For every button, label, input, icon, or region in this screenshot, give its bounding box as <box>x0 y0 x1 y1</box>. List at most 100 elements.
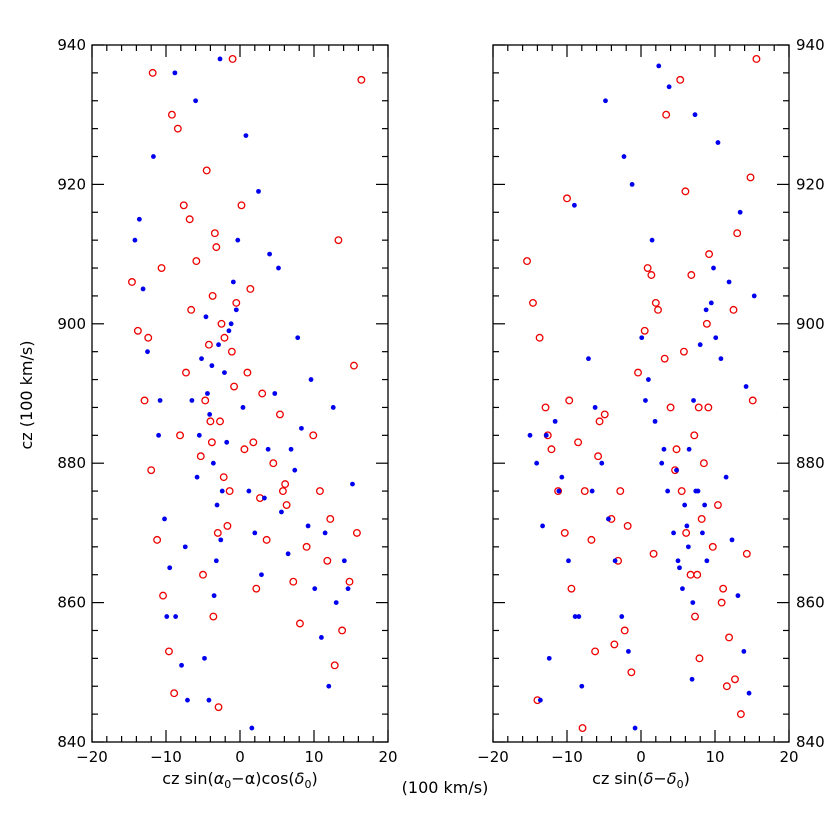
data-point-open-circle <box>209 612 218 621</box>
data-point-dot <box>330 405 336 410</box>
data-point-open-circle <box>681 187 690 196</box>
data-point-dot <box>193 98 199 104</box>
panel-left-tick-labels: −20 −10 0 10 20 840 860 880 900 920 940 <box>57 36 397 766</box>
data-point-open-circle <box>729 305 738 314</box>
data-point-dot <box>199 356 204 362</box>
x-tick-label: −20 <box>76 748 108 766</box>
data-point-open-circle <box>223 521 232 530</box>
data-point-dot <box>285 551 291 557</box>
data-point-open-circle <box>352 528 361 537</box>
data-point-dot <box>202 655 207 661</box>
data-point-open-circle <box>666 403 675 412</box>
data-point-dot <box>690 600 696 605</box>
data-point-open-circle <box>620 626 629 635</box>
data-point-open-circle <box>148 68 157 77</box>
data-point-open-circle <box>725 633 734 642</box>
data-point-open-circle <box>634 368 642 377</box>
data-point-dot <box>295 335 301 341</box>
data-point-open-circle <box>616 487 625 496</box>
panel-left-ticks <box>91 44 389 743</box>
data-point-dot <box>692 112 698 118</box>
y-tick-label: 880 <box>796 454 825 472</box>
data-point-dot <box>350 481 355 487</box>
data-point-open-circle <box>535 333 544 342</box>
panel-right-frame <box>492 44 790 743</box>
data-point-open-circle <box>315 487 324 496</box>
data-point-open-circle <box>140 396 149 405</box>
data-point-dot <box>603 98 608 104</box>
data-point-open-circle <box>541 403 550 412</box>
series-red-open-circles <box>128 54 366 712</box>
data-point-open-circle <box>187 305 196 314</box>
data-point-dot <box>267 251 272 257</box>
data-point-dot <box>252 530 258 536</box>
data-point-dot <box>671 530 676 536</box>
data-point-open-circle <box>206 417 215 426</box>
data-point-dot <box>612 558 618 564</box>
data-point-open-circle <box>702 319 711 328</box>
data-point-dot <box>566 558 571 564</box>
data-point-open-circle <box>128 278 136 286</box>
data-point-dot <box>546 655 552 661</box>
data-point-open-circle <box>202 166 211 175</box>
data-point-open-circle <box>345 577 354 586</box>
data-point-open-circle <box>690 431 699 440</box>
data-point-dot <box>185 697 190 703</box>
data-point-open-circle <box>350 361 358 370</box>
data-point-dot <box>540 523 545 529</box>
data-point-dot <box>288 446 294 452</box>
data-point-open-circle <box>567 584 576 593</box>
data-point-open-circle <box>705 250 714 259</box>
data-point-open-circle <box>682 528 691 537</box>
data-point-open-circle <box>278 487 287 496</box>
data-point-open-circle <box>213 528 222 537</box>
data-point-open-circle <box>281 480 290 489</box>
data-point-open-circle <box>578 724 587 733</box>
data-point-dot <box>666 84 672 90</box>
data-point-dot <box>689 676 695 682</box>
data-point-open-circle <box>201 396 210 405</box>
data-point-dot <box>189 398 195 403</box>
data-point-dot <box>702 502 708 508</box>
data-point-open-circle <box>182 368 190 377</box>
data-point-open-circle <box>157 264 166 272</box>
data-point-open-circle <box>719 584 728 593</box>
data-point-dot <box>559 474 565 480</box>
data-point-dot <box>674 467 679 473</box>
data-point-dot <box>249 725 255 731</box>
data-point-dot <box>685 544 691 550</box>
y-tick-label: 900 <box>57 315 86 333</box>
data-point-dot <box>207 412 213 417</box>
data-point-dot <box>194 474 200 480</box>
data-point-dot <box>272 391 278 396</box>
data-point-dot <box>206 697 212 703</box>
data-point-open-circle <box>227 347 236 356</box>
y-tick-label: 840 <box>796 733 825 751</box>
y-tick-label: 860 <box>796 594 825 612</box>
y-axis-label: cz (100 km/s) <box>17 341 36 450</box>
data-point-dot <box>262 495 267 501</box>
data-point-dot <box>145 349 150 355</box>
data-point-dot <box>279 509 284 515</box>
data-point-dot <box>746 690 752 696</box>
data-point-open-circle <box>357 75 366 84</box>
data-point-dot <box>629 182 635 187</box>
data-point-open-circle <box>192 257 201 266</box>
y-tick-label: 840 <box>57 733 86 751</box>
data-point-dot <box>665 488 671 494</box>
x-tick-label: −20 <box>477 748 509 766</box>
data-point-dot <box>156 432 162 438</box>
data-point-dot <box>729 537 735 543</box>
data-point-open-circle <box>594 452 603 461</box>
x-tick-label: 10 <box>705 748 724 766</box>
data-point-open-circle <box>246 285 255 293</box>
data-point-dot <box>751 293 757 299</box>
panel-left: −20 −10 0 10 20 840 860 880 900 920 940 cz sin(α0−… <box>57 36 397 791</box>
data-point-open-circle <box>220 333 229 342</box>
data-point-open-circle <box>217 319 226 328</box>
data-point-dot <box>697 342 703 348</box>
data-point-dot <box>265 446 271 452</box>
data-point-open-circle <box>144 333 153 342</box>
data-point-dot <box>305 523 311 529</box>
